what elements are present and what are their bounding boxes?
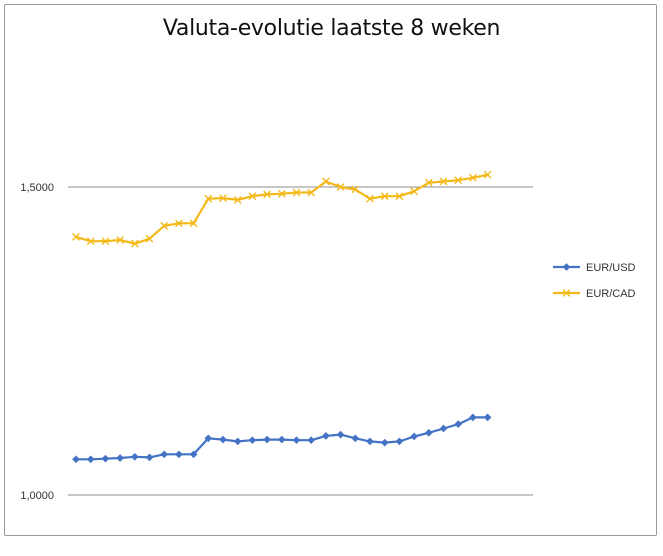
legend-label: EUR/CAD bbox=[586, 288, 636, 300]
data-point bbox=[424, 428, 433, 437]
data-point bbox=[395, 192, 404, 201]
gridlines bbox=[68, 186, 533, 496]
data-point bbox=[86, 455, 95, 464]
data-point bbox=[160, 450, 169, 459]
data-point bbox=[130, 452, 139, 461]
y-tick-label: 1,5000 bbox=[20, 182, 54, 194]
data-point bbox=[322, 177, 330, 186]
y-tick-label: 1,0000 bbox=[20, 490, 54, 502]
data-point bbox=[395, 437, 404, 446]
data-point bbox=[116, 236, 124, 244]
data-point bbox=[336, 430, 345, 439]
data-point bbox=[469, 173, 477, 182]
data-point bbox=[483, 413, 492, 422]
data-point bbox=[233, 437, 242, 446]
data-point bbox=[410, 432, 418, 441]
data-point bbox=[189, 450, 198, 459]
data-point bbox=[233, 196, 242, 204]
data-point bbox=[366, 194, 374, 203]
data-point bbox=[175, 219, 183, 228]
chart-title: Valuta-evolutie laatste 8 weken bbox=[162, 16, 501, 41]
data-point bbox=[189, 219, 198, 228]
legend-label: EUR/USD bbox=[586, 262, 636, 274]
data-point bbox=[562, 289, 571, 297]
data-point bbox=[204, 194, 213, 203]
data-point bbox=[380, 438, 389, 447]
data-point bbox=[72, 233, 80, 241]
data-point bbox=[219, 194, 227, 202]
series-eur-cad bbox=[72, 170, 492, 248]
data-point bbox=[204, 434, 213, 443]
data-point bbox=[307, 436, 316, 445]
data-point bbox=[72, 455, 80, 464]
data-point bbox=[322, 432, 330, 440]
data-point bbox=[101, 454, 110, 463]
data-point bbox=[380, 192, 389, 201]
chart-frame bbox=[4, 4, 657, 536]
legend-item: EUR/USD bbox=[553, 262, 636, 274]
data-point bbox=[145, 453, 154, 462]
data-point bbox=[351, 185, 360, 194]
data-point bbox=[351, 434, 360, 443]
data-point bbox=[562, 263, 571, 271]
data-point bbox=[145, 234, 154, 243]
data-point bbox=[277, 435, 286, 444]
legend-item: EUR/CAD bbox=[553, 288, 636, 300]
data-point bbox=[175, 450, 183, 459]
data-point bbox=[263, 435, 271, 444]
data-point bbox=[101, 237, 110, 246]
data-point bbox=[116, 454, 124, 462]
data-point bbox=[410, 187, 418, 196]
data-point bbox=[424, 178, 433, 187]
data-point bbox=[366, 437, 374, 446]
series-eur-usd bbox=[72, 413, 492, 464]
data-point bbox=[263, 190, 271, 199]
data-point bbox=[130, 239, 139, 248]
data-point bbox=[439, 177, 448, 186]
data-point bbox=[86, 237, 95, 246]
data-point bbox=[292, 436, 301, 445]
data-point bbox=[469, 413, 477, 422]
data-point bbox=[277, 189, 286, 198]
y-axis-ticks: 1,0000 1,5000 bbox=[20, 182, 54, 502]
data-point bbox=[219, 435, 227, 444]
series-layer bbox=[72, 170, 492, 464]
data-point bbox=[160, 221, 169, 230]
data-point bbox=[454, 420, 463, 428]
data-point bbox=[248, 436, 257, 445]
data-point bbox=[336, 183, 345, 191]
data-point bbox=[439, 424, 448, 433]
legend: EUR/USD EUR/CAD bbox=[553, 262, 636, 300]
data-point bbox=[454, 176, 463, 185]
data-point bbox=[248, 192, 257, 201]
data-point bbox=[307, 188, 316, 197]
data-point bbox=[292, 188, 301, 197]
data-point bbox=[483, 170, 492, 179]
